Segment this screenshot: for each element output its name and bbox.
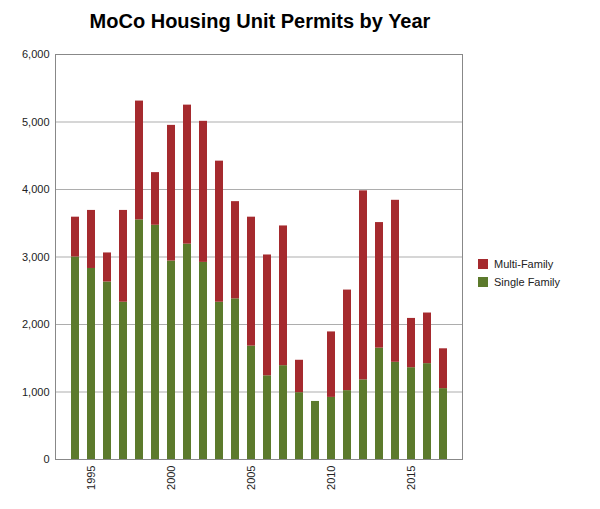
svg-text:3,000: 3,000	[22, 251, 50, 263]
svg-text:6,000: 6,000	[22, 48, 50, 60]
svg-text:4,000: 4,000	[22, 183, 50, 195]
html-text:Single Family: Single Family	[494, 276, 560, 288]
html-text:Multi-Family: Multi-Family	[494, 258, 554, 270]
svg-text:2,000: 2,000	[22, 318, 50, 330]
svg-text:5,000: 5,000	[22, 116, 50, 128]
svg-text:1995: 1995	[85, 466, 97, 490]
svg-text:2010: 2010	[325, 466, 337, 490]
svg-text:0: 0	[43, 453, 49, 465]
html-text:MoCo Housing Unit Permits by Y: MoCo Housing Unit Permits by Year	[89, 10, 431, 32]
svg-text:2000: 2000	[165, 466, 177, 490]
svg-text:2015: 2015	[405, 466, 417, 490]
svg-text:1,000: 1,000	[22, 386, 50, 398]
svg-text:2005: 2005	[245, 466, 257, 490]
